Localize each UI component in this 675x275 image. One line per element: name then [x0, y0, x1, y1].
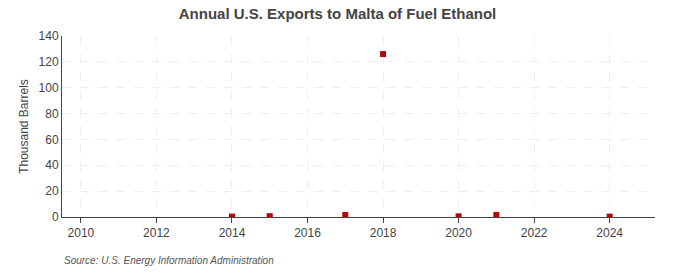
svg-text:Thousand Barrels: Thousand Barrels [17, 79, 31, 174]
svg-text:100: 100 [39, 81, 59, 95]
svg-text:Annual U.S. Exports to Malta o: Annual U.S. Exports to Malta of Fuel Eth… [179, 5, 497, 22]
svg-text:2012: 2012 [143, 226, 170, 240]
svg-text:2018: 2018 [370, 226, 397, 240]
svg-text:20: 20 [45, 184, 59, 198]
svg-text:2020: 2020 [445, 226, 472, 240]
svg-text:120: 120 [39, 55, 59, 69]
svg-text:2024: 2024 [596, 226, 623, 240]
svg-text:2016: 2016 [294, 226, 321, 240]
svg-text:2022: 2022 [521, 226, 548, 240]
svg-text:Source: U.S. Energy Informatio: Source: U.S. Energy Information Administ… [64, 255, 274, 266]
svg-text:2010: 2010 [68, 226, 95, 240]
svg-text:0: 0 [52, 210, 59, 224]
svg-text:2014: 2014 [219, 226, 246, 240]
svg-text:40: 40 [45, 158, 59, 172]
svg-text:80: 80 [45, 107, 59, 121]
svg-text:140: 140 [39, 29, 59, 43]
svg-text:60: 60 [45, 133, 59, 147]
